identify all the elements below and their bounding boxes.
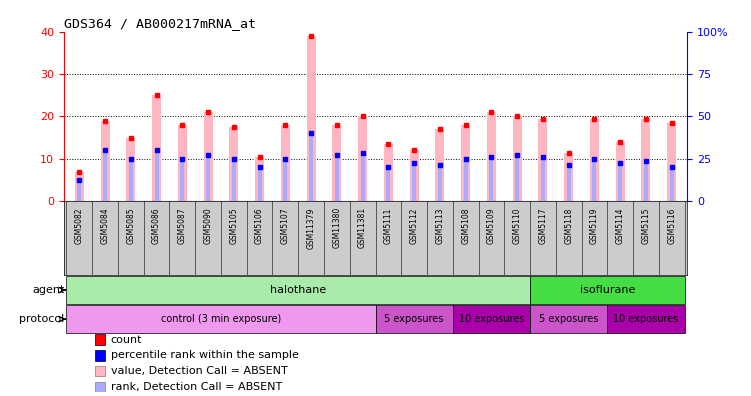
- Text: GSM5110: GSM5110: [513, 207, 522, 244]
- Bar: [608, 305, 685, 333]
- Bar: [453, 305, 530, 333]
- Bar: [95, 366, 105, 376]
- Bar: [564, 152, 573, 201]
- Bar: [541, 157, 545, 201]
- Bar: [515, 154, 519, 201]
- Bar: [616, 142, 625, 201]
- Text: count: count: [110, 335, 142, 345]
- Bar: [530, 305, 608, 333]
- Bar: [66, 305, 376, 333]
- Bar: [229, 127, 238, 201]
- Text: GSM5113: GSM5113: [436, 207, 445, 244]
- Text: percentile rank within the sample: percentile rank within the sample: [110, 350, 298, 360]
- Bar: [593, 159, 596, 201]
- Bar: [530, 276, 685, 304]
- Bar: [335, 154, 339, 201]
- Text: GSM5090: GSM5090: [204, 207, 213, 244]
- Bar: [232, 159, 236, 201]
- Text: GSM5119: GSM5119: [590, 207, 599, 244]
- Bar: [513, 116, 522, 201]
- Bar: [376, 305, 453, 333]
- Text: halothane: halothane: [270, 285, 327, 295]
- Bar: [358, 116, 367, 201]
- Bar: [95, 382, 105, 392]
- Text: GSM11379: GSM11379: [306, 207, 315, 249]
- Text: agent: agent: [32, 285, 65, 295]
- Text: 5 exposures: 5 exposures: [539, 314, 599, 324]
- Text: 10 exposures: 10 exposures: [459, 314, 524, 324]
- Bar: [667, 123, 676, 201]
- Text: GSM5084: GSM5084: [101, 207, 110, 244]
- Bar: [204, 112, 213, 201]
- Text: GDS364 / AB000217mRNA_at: GDS364 / AB000217mRNA_at: [64, 17, 256, 30]
- Bar: [463, 159, 468, 201]
- Bar: [75, 171, 84, 201]
- Text: GSM5085: GSM5085: [126, 207, 135, 244]
- Text: GSM11381: GSM11381: [358, 207, 367, 248]
- Bar: [258, 168, 261, 201]
- Bar: [438, 165, 442, 201]
- Bar: [644, 161, 648, 201]
- Bar: [128, 159, 133, 201]
- Bar: [206, 154, 210, 201]
- Bar: [178, 125, 187, 201]
- Text: GSM5109: GSM5109: [487, 207, 496, 244]
- Bar: [95, 334, 105, 345]
- Bar: [618, 163, 623, 201]
- Bar: [306, 36, 315, 201]
- Bar: [126, 138, 135, 201]
- Bar: [309, 133, 313, 201]
- Text: GSM5115: GSM5115: [641, 207, 650, 244]
- Text: GSM5105: GSM5105: [229, 207, 238, 244]
- Bar: [255, 157, 264, 201]
- Bar: [283, 159, 288, 201]
- Bar: [281, 125, 290, 201]
- Text: value, Detection Call = ABSENT: value, Detection Call = ABSENT: [110, 366, 288, 376]
- Bar: [641, 118, 650, 201]
- Text: GSM5111: GSM5111: [384, 207, 393, 244]
- Text: GSM5118: GSM5118: [564, 207, 573, 244]
- Text: rank, Detection Call = ABSENT: rank, Detection Call = ABSENT: [110, 382, 282, 392]
- Text: GSM5087: GSM5087: [178, 207, 187, 244]
- Text: GSM5116: GSM5116: [667, 207, 676, 244]
- Text: 10 exposures: 10 exposures: [614, 314, 679, 324]
- Bar: [436, 129, 445, 201]
- Text: GSM5117: GSM5117: [538, 207, 547, 244]
- Bar: [333, 125, 342, 201]
- Bar: [103, 150, 107, 201]
- Bar: [670, 168, 674, 201]
- Text: GSM5112: GSM5112: [409, 207, 418, 244]
- Text: GSM5108: GSM5108: [461, 207, 470, 244]
- Bar: [66, 276, 530, 304]
- Bar: [384, 144, 393, 201]
- Text: GSM5082: GSM5082: [75, 207, 84, 244]
- Bar: [487, 112, 496, 201]
- Text: control (3 min exposure): control (3 min exposure): [161, 314, 281, 324]
- Text: GSM11380: GSM11380: [333, 207, 342, 248]
- Bar: [567, 165, 571, 201]
- Bar: [538, 118, 547, 201]
- Bar: [412, 163, 416, 201]
- Bar: [490, 157, 493, 201]
- Bar: [386, 168, 391, 201]
- Text: GSM5114: GSM5114: [616, 207, 625, 244]
- Bar: [461, 125, 470, 201]
- Text: GSM5086: GSM5086: [152, 207, 161, 244]
- Text: 5 exposures: 5 exposures: [385, 314, 444, 324]
- Bar: [152, 95, 161, 201]
- Bar: [155, 150, 158, 201]
- Bar: [409, 150, 418, 201]
- Text: GSM5107: GSM5107: [281, 207, 290, 244]
- Bar: [101, 121, 110, 201]
- Bar: [95, 350, 105, 361]
- Text: protocol: protocol: [19, 314, 65, 324]
- Bar: [77, 180, 81, 201]
- Bar: [590, 118, 599, 201]
- Bar: [360, 152, 365, 201]
- Text: isoflurane: isoflurane: [580, 285, 635, 295]
- Bar: [180, 159, 184, 201]
- Text: GSM5106: GSM5106: [255, 207, 264, 244]
